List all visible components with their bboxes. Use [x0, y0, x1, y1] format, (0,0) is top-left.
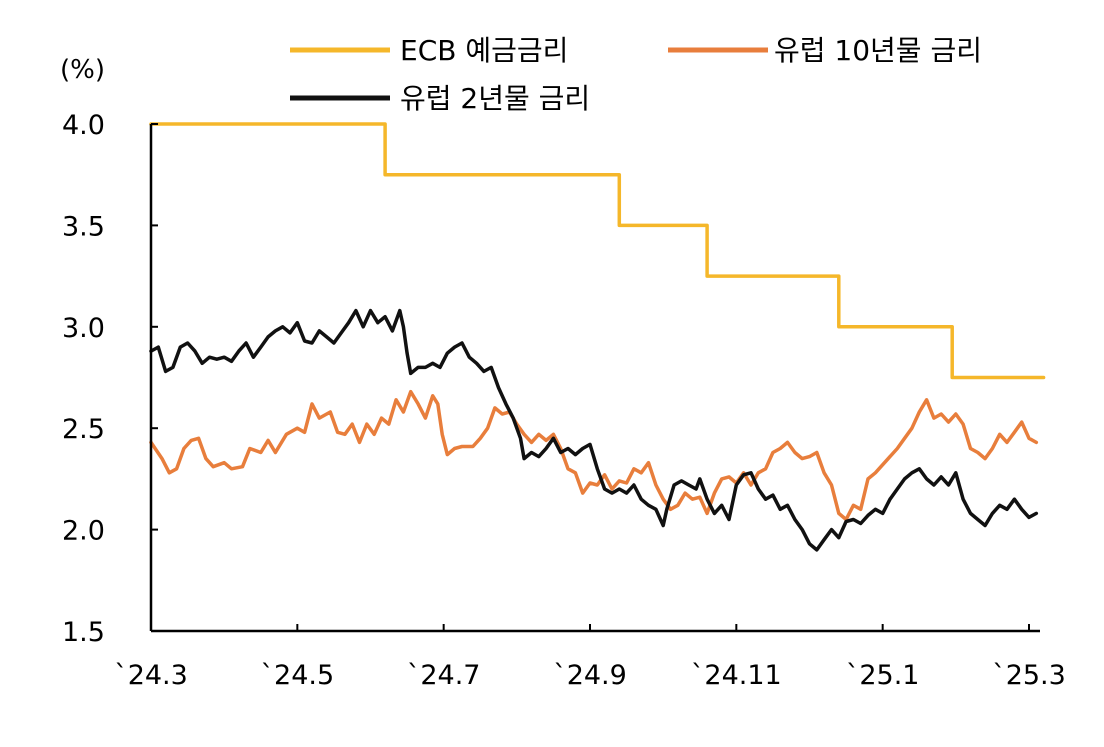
series-line-0 [149, 122, 1046, 380]
x-tick-label: `25.3 [992, 660, 1066, 691]
x-tick-label: `24.9 [553, 660, 627, 691]
x-tick-label: `24.5 [261, 660, 335, 691]
y-tick-label: 3.5 [62, 211, 105, 242]
x-ticks: `24.3 `24.5 `24.7 `24.9 `24.11 `25.1 `25.3 [114, 624, 1066, 691]
y-tick-label: 1.5 [62, 617, 105, 648]
legend-label-1: 유럽 10년물 금리 [774, 34, 982, 67]
y-tick-label: 3.0 [62, 313, 105, 344]
y-tick-label: 2.5 [62, 414, 105, 445]
y-tick-label: 4.0 [62, 110, 105, 141]
series-line-2 [149, 308, 1039, 552]
x-tick-label: `25.1 [846, 660, 920, 691]
legend-label-0: ECB 예금금리 [400, 34, 568, 67]
y-ticks: 1.5 2.0 2.5 3.0 3.5 4.0 [62, 110, 158, 648]
x-tick-label: `24.7 [407, 660, 481, 691]
axes [149, 124, 1040, 633]
y-tick-label: 2.0 [62, 516, 105, 547]
series-layer [149, 122, 1046, 552]
x-tick-label: `24.11 [691, 660, 782, 691]
legend-label-2: 유럽 2년물 금리 [400, 82, 590, 115]
x-tick-label: `24.3 [114, 660, 188, 691]
series-line-1 [149, 389, 1039, 522]
y-axis-unit-label: (%) [60, 55, 105, 85]
